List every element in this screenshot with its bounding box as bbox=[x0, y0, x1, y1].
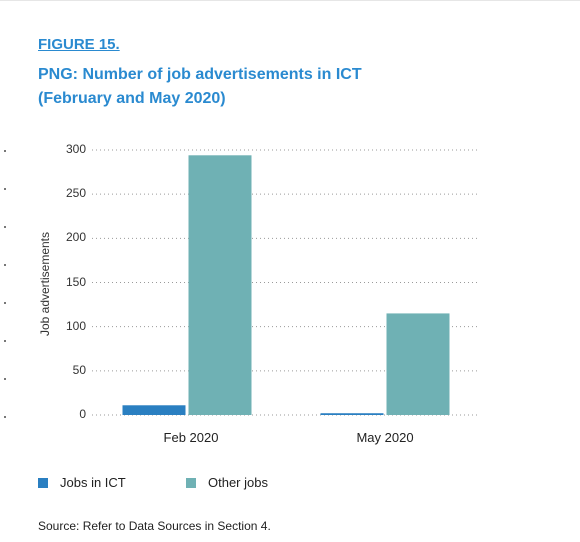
y-tick-label-200: 200 bbox=[65, 230, 86, 245]
edge-mark bbox=[4, 188, 6, 190]
chart-title-line-1: PNG: Number of job advertisements in ICT bbox=[38, 66, 362, 83]
top-border bbox=[0, 0, 580, 1]
chart-title-line-2: (February and May 2020) bbox=[38, 90, 226, 107]
edge-mark bbox=[4, 340, 6, 342]
legend-label-jobs-in-ict: Jobs in ICT bbox=[60, 475, 126, 490]
edge-mark bbox=[4, 150, 6, 152]
y-tick-label-150: 150 bbox=[65, 274, 86, 289]
y-tick-label-100: 100 bbox=[65, 318, 86, 333]
y-tick-label-250: 250 bbox=[65, 186, 86, 201]
legend-swatch-other-jobs bbox=[186, 477, 196, 488]
legend-item-other-jobs: Other jobs bbox=[186, 475, 268, 490]
edge-mark bbox=[4, 226, 6, 228]
figure-label: FIGURE 15. bbox=[38, 36, 120, 53]
category-label-may-2020: May 2020 bbox=[356, 430, 414, 445]
category-label-feb-2020: Feb 2020 bbox=[163, 430, 219, 445]
bar-jobs-in-ict-feb-2020 bbox=[122, 405, 186, 415]
edge-mark bbox=[4, 264, 6, 266]
edge-mark bbox=[4, 416, 6, 418]
legend-swatch-jobs-in-ict bbox=[38, 477, 48, 488]
bar-jobs-in-ict-may-2020 bbox=[320, 413, 384, 415]
edge-mark bbox=[4, 302, 6, 304]
bar-other-jobs-feb-2020 bbox=[188, 155, 252, 416]
edge-mark bbox=[4, 378, 6, 380]
y-tick-label-50: 50 bbox=[72, 362, 86, 377]
source-note: Source: Refer to Data Sources in Section… bbox=[38, 519, 271, 533]
legend-label-other-jobs: Other jobs bbox=[208, 475, 268, 490]
legend-item-jobs-in-ict: Jobs in ICT bbox=[38, 475, 126, 490]
y-tick-label-0: 0 bbox=[79, 407, 86, 421]
bar-other-jobs-may-2020 bbox=[386, 313, 450, 415]
y-tick-label-300: 300 bbox=[65, 142, 86, 156]
